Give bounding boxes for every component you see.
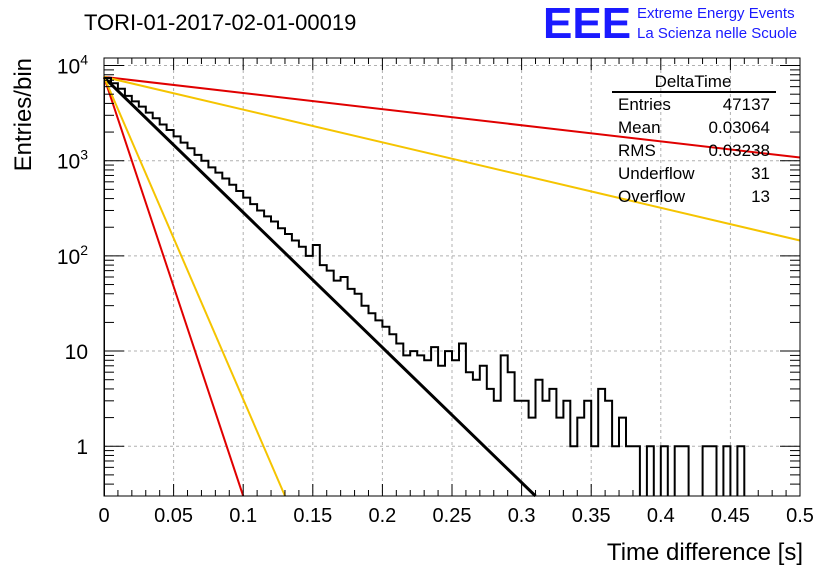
x-tick-labels: 0 0.05 0.1 0.15 0.2 0.25 0.3 0.35 0.4 0.45 0.5 [98, 505, 813, 527]
y-tick-labels: 1 10 102 103 104 [57, 52, 88, 460]
stats-row-value: 0.03064 [709, 118, 770, 137]
x-tick-label: 0.4 [647, 505, 675, 527]
y-tick-label: 10 [65, 341, 88, 364]
x-tick-label: 0.5 [786, 505, 814, 527]
x-tick-label: 0 [98, 505, 109, 527]
x-tick-label: 0.05 [154, 505, 193, 527]
fit-curve [103, 76, 245, 497]
fit-curve [102, 76, 537, 498]
y-tick-label: 103 [57, 147, 88, 174]
stats-row-label: RMS [618, 141, 656, 160]
stats-row-value: 31 [751, 164, 770, 183]
y-tick-label: 104 [57, 52, 88, 79]
stats-row-label: Overflow [618, 187, 686, 206]
axis-ticks [103, 58, 801, 497]
stats-row-label: Underflow [618, 164, 695, 183]
fit-curve [103, 75, 801, 159]
x-tick-label: 0.15 [293, 505, 332, 527]
histogram-outline [104, 77, 746, 496]
x-tick-label: 0.3 [508, 505, 536, 527]
stats-row-value: 47137 [723, 95, 770, 114]
x-axis-label: Time difference [s] [607, 539, 803, 566]
fit-curve [103, 76, 286, 497]
y-tick-label: 102 [57, 242, 88, 269]
stats-row-label: Mean [618, 118, 661, 137]
stats-row-value: 0.03238 [709, 141, 770, 160]
x-tick-label: 0.35 [572, 505, 611, 527]
y-axis-label: Entries/bin [10, 58, 37, 171]
y-tick-label: 1 [76, 436, 88, 459]
x-tick-label: 0.1 [229, 505, 257, 527]
eee-logo: EEE Extreme Energy Events La Scienza nel… [543, 0, 797, 48]
histogram [104, 77, 746, 496]
x-tick-label: 0.2 [368, 505, 396, 527]
grid [104, 58, 800, 496]
stats-row-value: 13 [751, 187, 770, 206]
stats-rows: Entries 47137 Mean 0.03064 RMS 0.03238 Underfl… [618, 95, 770, 206]
logo-line-1: Extreme Energy Events [637, 5, 795, 22]
stats-box-title: DeltaTime [655, 72, 732, 91]
eee-logo-text: EEE [543, 0, 631, 48]
chart-title: TORI-01-2017-02-01-00019 [84, 10, 356, 35]
fit-curve [103, 75, 801, 242]
logo-line-2: La Scienza nelle Scuole [637, 25, 797, 42]
stats-box: DeltaTime Entries 47137 Mean 0.03064 RMS 0.03… [612, 72, 776, 206]
x-tick-label: 0.25 [433, 505, 472, 527]
stats-row-label: Entries [618, 95, 671, 114]
fit-curves [102, 75, 801, 498]
x-tick-label: 0.45 [711, 505, 750, 527]
